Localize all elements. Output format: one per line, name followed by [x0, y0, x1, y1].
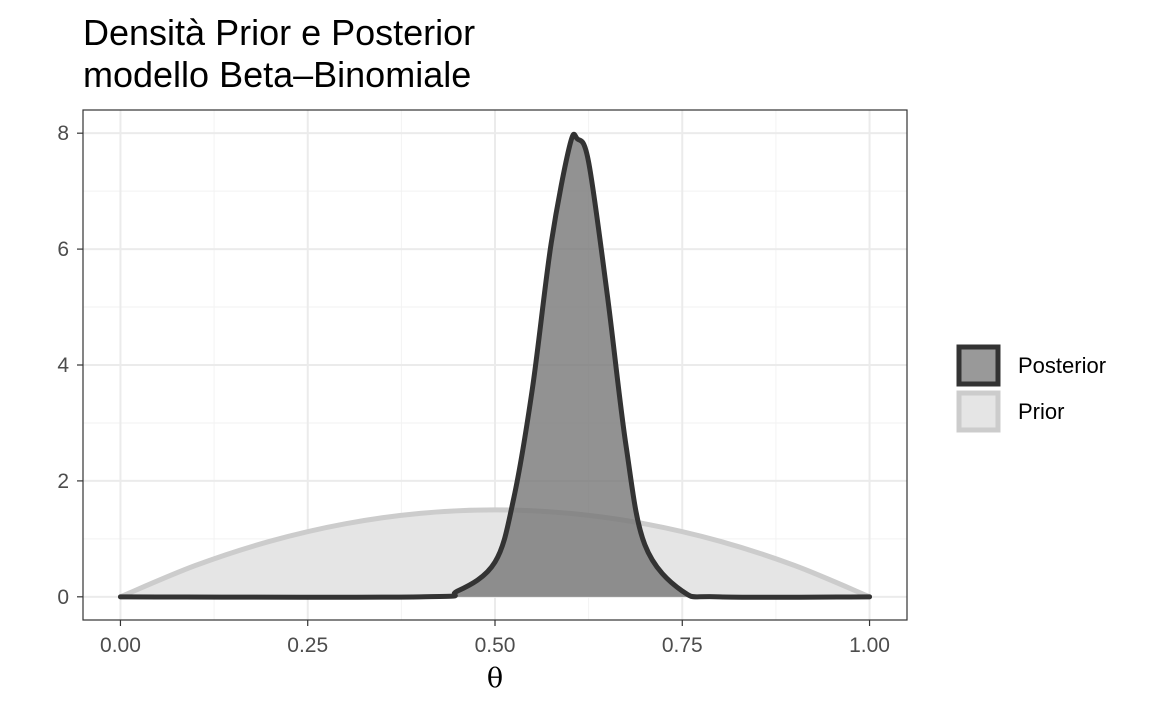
y-tick-label: 0 [57, 586, 69, 609]
y-tick-label: 2 [57, 470, 69, 493]
chart-title: Densità Prior e Posterior [83, 12, 476, 53]
series-posterior [117, 131, 873, 600]
series-prior [117, 507, 873, 600]
legend-key-prior [956, 390, 1001, 433]
legend-item-posterior: Posterior [956, 344, 1106, 387]
legend: Posterior Prior [956, 344, 1106, 433]
y-axis: 0 2 4 6 8 [57, 122, 83, 609]
line-posterior [117, 131, 873, 600]
legend-label-prior: Prior [1018, 399, 1064, 424]
x-tick-label: 1.00 [849, 634, 890, 657]
line-prior [117, 507, 873, 600]
legend-key-posterior [956, 344, 1001, 387]
chart-subtitle: modello Beta–Binomiale [83, 54, 472, 95]
area-prior [120, 509, 870, 597]
x-tick-label: 0.50 [475, 634, 516, 657]
series-layer [117, 131, 873, 600]
y-tick-label: 4 [57, 354, 69, 377]
legend-label-posterior: Posterior [1018, 353, 1106, 378]
x-tick-label: 0.25 [287, 634, 328, 657]
x-axis-title: θ [487, 663, 503, 694]
y-tick-label: 8 [57, 122, 69, 145]
y-tick-label: 6 [57, 238, 69, 261]
x-tick-label: 0.75 [662, 634, 703, 657]
x-tick-label: 0.00 [100, 634, 141, 657]
x-axis: 0.00 0.25 0.50 0.75 1.00 [100, 620, 890, 657]
chart-title-block: Densità Prior e Posterior modello Beta–B… [83, 12, 475, 96]
legend-item-prior: Prior [956, 390, 1064, 433]
